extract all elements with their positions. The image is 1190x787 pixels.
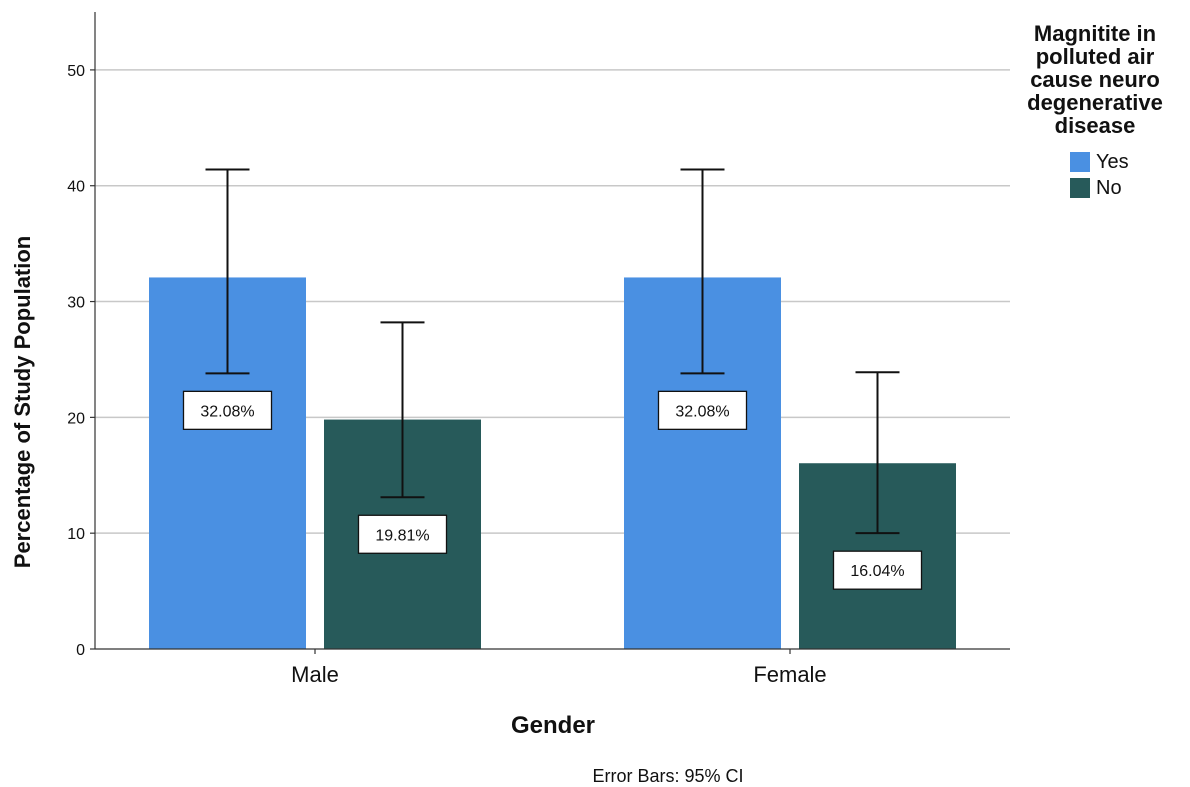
y-tick-label: 30 (67, 295, 85, 312)
x-tick-label: Female (753, 662, 826, 687)
legend-label: No (1096, 176, 1122, 199)
y-tick-label: 0 (76, 642, 85, 659)
data-label-text: 19.81% (375, 527, 429, 544)
legend-label: Yes (1096, 150, 1129, 173)
y-tick-label: 10 (67, 526, 85, 543)
data-labels: 32.08% 19.81% 32.08% 16.04% (182, 390, 923, 590)
x-tick-label: Male (291, 662, 339, 687)
bars (149, 277, 956, 649)
y-axis-label: Percentage of Study Population (10, 236, 35, 568)
legend-items: Yes No (1070, 149, 1180, 201)
legend-item: No (1070, 175, 1180, 201)
data-label: 19.81% (357, 514, 448, 554)
data-label-box (657, 390, 748, 431)
legend-swatch (1070, 152, 1090, 172)
x-axis-label: Gender (511, 712, 595, 739)
data-label: 32.08% (182, 390, 273, 431)
data-label-box (832, 550, 923, 590)
data-label-text: 32.08% (200, 403, 254, 420)
axes: 0 10 20 30 40 50 Male Female (67, 12, 1010, 687)
data-label: 32.08% (657, 390, 748, 431)
y-tick-label: 40 (67, 179, 85, 196)
legend-item: Yes (1070, 149, 1180, 175)
legend-title: Magnitite in polluted air cause neuro de… (1027, 21, 1163, 138)
data-label: 16.04% (832, 550, 923, 590)
data-label-text: 32.08% (675, 403, 729, 420)
data-label-box (182, 390, 273, 431)
legend: Magnitite in polluted air cause neuro de… (1010, 22, 1180, 201)
footnote: Error Bars: 95% CI (592, 766, 743, 786)
y-tick-label: 20 (67, 410, 85, 427)
legend-swatch (1070, 178, 1090, 198)
error-bars (205, 168, 900, 535)
y-tick-label: 50 (67, 63, 85, 80)
data-label-text: 16.04% (850, 563, 904, 580)
data-label-box (357, 514, 448, 554)
